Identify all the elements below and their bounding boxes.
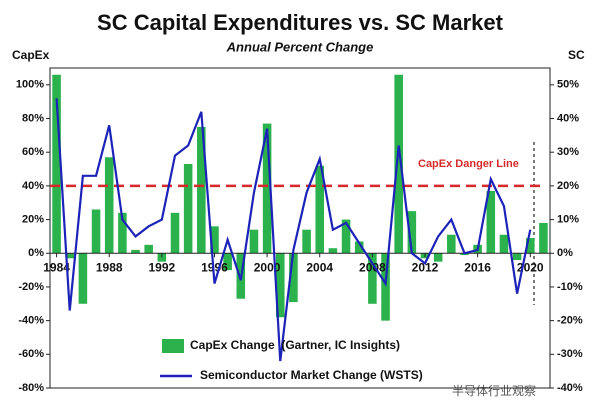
x-tick-label: 1992 — [148, 260, 175, 274]
bar — [289, 253, 298, 303]
y2-tick-label: -20% — [557, 315, 583, 327]
bar — [381, 253, 390, 321]
bar — [144, 244, 153, 254]
bar — [131, 249, 140, 254]
bar — [65, 253, 75, 259]
bar — [78, 253, 88, 304]
chart-subtitle: Annual Percent Change — [226, 39, 374, 54]
chart-title: SC Capital Expenditures vs. SC Market — [97, 10, 504, 35]
y2-tick-label: -30% — [557, 348, 583, 360]
y-axis-label: CapEx — [12, 48, 50, 62]
x-tick-label: 2008 — [359, 260, 386, 274]
bar — [499, 234, 509, 254]
bar — [341, 219, 351, 254]
y2-tick-label: 20% — [557, 180, 579, 192]
y2-tick-label: -40% — [557, 382, 583, 394]
bar — [157, 253, 167, 262]
bar — [447, 234, 456, 254]
bar — [118, 212, 127, 254]
x-tick-label: 1984 — [43, 260, 70, 274]
bar — [183, 164, 193, 254]
x-tick-label: 2000 — [254, 260, 281, 274]
plot-frame — [49, 67, 551, 389]
bar — [302, 229, 311, 254]
y-tick-label: 20% — [22, 213, 44, 225]
bar — [407, 211, 417, 254]
y2-axis-label: SC — [568, 48, 585, 62]
bar — [368, 253, 377, 304]
bar — [210, 226, 219, 254]
bar — [91, 209, 101, 254]
bar — [525, 238, 535, 254]
bar — [52, 74, 61, 254]
y2-tick-label: 40% — [557, 112, 579, 124]
bar — [223, 253, 232, 271]
bar — [275, 253, 285, 318]
y2-tick-label: 30% — [557, 146, 579, 158]
reference-label: CapEx Danger Line — [418, 158, 519, 170]
y-tick-label: -40% — [18, 315, 44, 327]
bar — [354, 241, 364, 254]
bar — [197, 126, 206, 254]
bar — [394, 74, 403, 254]
legend-label: Semiconductor Market Change (WSTS) — [200, 368, 423, 382]
y-tick-label: 100% — [16, 79, 44, 91]
bar — [486, 190, 496, 254]
bar — [262, 123, 272, 254]
y2-tick-label: -10% — [557, 281, 583, 293]
x-tick-label: 2016 — [464, 260, 491, 274]
line — [55, 98, 532, 362]
bar — [539, 222, 548, 254]
bar — [433, 253, 443, 262]
y-tick-label: -80% — [18, 382, 44, 394]
bar — [170, 212, 180, 254]
x-tick-label: 1988 — [96, 260, 123, 274]
bar — [512, 253, 522, 260]
x-tick-label: 2004 — [306, 260, 333, 274]
y2-tick-label: 10% — [557, 213, 579, 225]
y-tick-label: 0% — [28, 247, 44, 259]
y-tick-label: 40% — [22, 180, 44, 192]
legend-label: CapEx Change (Gartner, IC Insights) — [190, 338, 400, 352]
bar — [104, 157, 114, 254]
legend-swatch — [162, 339, 184, 353]
watermark: 半导体行业观察 — [452, 384, 536, 398]
bar — [249, 229, 259, 254]
y-tick-label: 60% — [22, 146, 44, 158]
y2-tick-label: 50% — [557, 79, 579, 91]
y2-tick-label: 0% — [557, 247, 573, 259]
bar — [328, 248, 338, 254]
x-tick-label: 2012 — [412, 260, 439, 274]
bar — [315, 165, 325, 254]
y-tick-label: -60% — [18, 348, 44, 360]
y-tick-label: -20% — [18, 281, 44, 293]
y-tick-label: 80% — [22, 112, 44, 124]
